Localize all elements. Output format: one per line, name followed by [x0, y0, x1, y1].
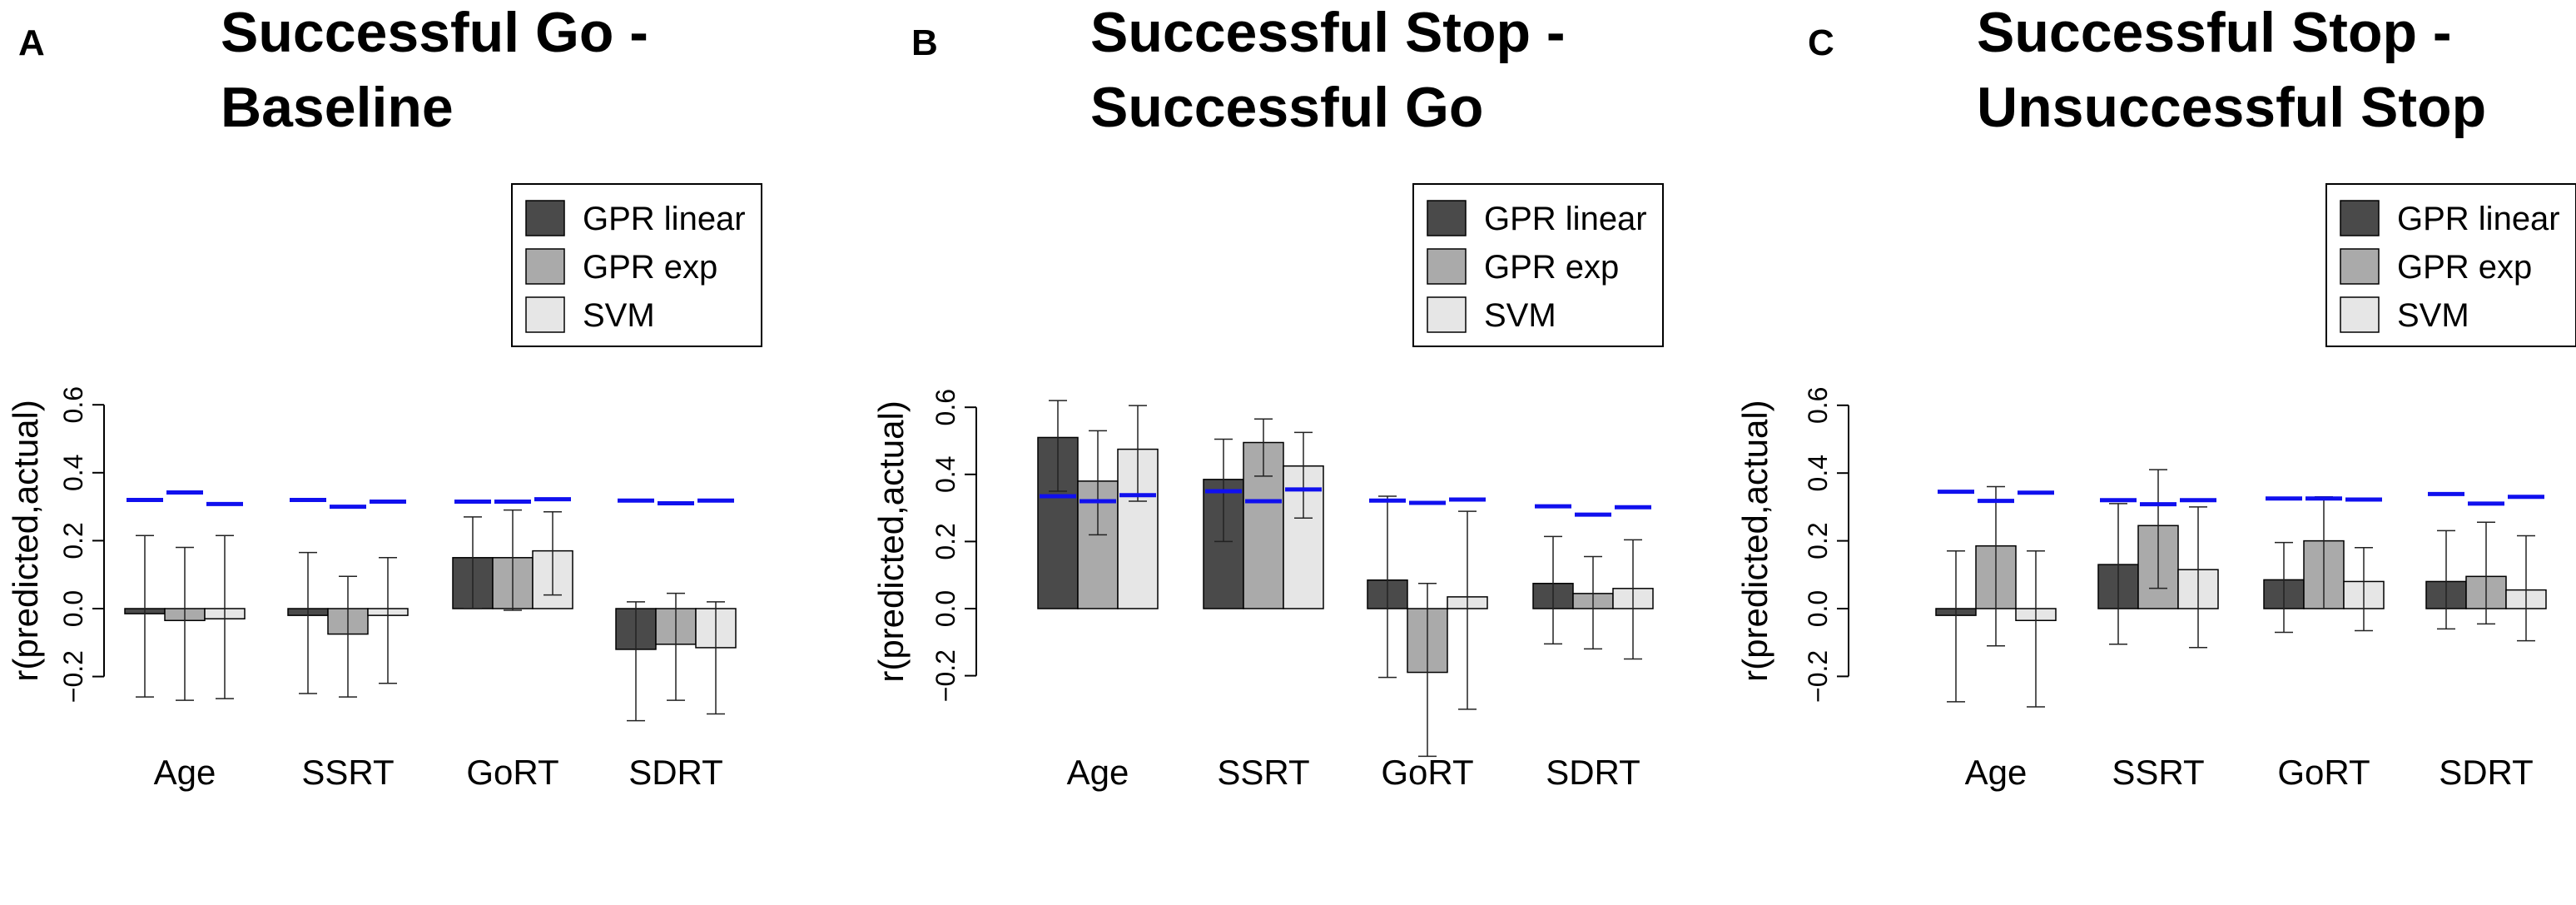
y-tick-label: −0.2	[1803, 650, 1833, 703]
legend-swatch	[2340, 248, 2380, 285]
panel-title-line: Unsuccessful Stop	[1977, 76, 2486, 139]
panel-title-line: Successful Go -	[221, 1, 648, 64]
y-tick-label: 0.6	[931, 389, 960, 425]
y-tick-label: 0.0	[1803, 590, 1833, 627]
y-tick-label: 0.2	[58, 522, 88, 559]
legend-label: GPR exp	[1484, 249, 1619, 286]
panel-C: C Successful Stop - Unsuccessful Stop −0.2 0…	[1735, 1, 2576, 792]
legend-label: GPR linear	[583, 201, 746, 237]
panel-letter: C	[1808, 22, 1834, 63]
y-tick-label: 0.2	[931, 523, 960, 559]
legend-label: GPR linear	[2397, 201, 2560, 237]
panel-title-line: Successful Go	[1090, 76, 1483, 139]
legend-label: SVM	[2397, 297, 2469, 334]
category-label: SSRT	[1217, 753, 1309, 792]
y-axis-title: r(predicted,actual)	[871, 400, 911, 682]
category-label: SDRT	[1546, 753, 1640, 792]
y-tick-label: 0.2	[1803, 522, 1833, 559]
panel-B: B Successful Stop - Successful Go −0.2 0.0 0.…	[871, 1, 1664, 792]
category-label: GoRT	[2277, 753, 2370, 792]
legend-label: SVM	[1484, 297, 1556, 334]
y-tick-label: 0.4	[931, 456, 960, 493]
legend-label: GPR exp	[583, 249, 717, 286]
legend-label: SVM	[583, 297, 655, 334]
legend-label: GPR exp	[2397, 249, 2532, 286]
panel-letter: A	[18, 22, 45, 63]
legend-swatch	[525, 248, 565, 285]
category-label: Age	[154, 753, 216, 792]
legend: GPR linear GPR exp SVM	[2325, 183, 2576, 347]
panel-title-line: Baseline	[221, 76, 454, 139]
category-label: SDRT	[628, 753, 723, 792]
category-label: GoRT	[466, 753, 558, 792]
category-label: Age	[1067, 753, 1129, 792]
y-tick-label: −0.2	[931, 649, 960, 702]
panel-title-line: Successful Stop -	[1090, 1, 1566, 64]
legend-swatch	[2340, 296, 2380, 333]
legend: GPR linear GPR exp SVM	[1412, 183, 1664, 347]
legend-swatch	[1427, 296, 1467, 333]
y-axis-title: r(predicted,actual)	[6, 400, 45, 681]
category-label: SSRT	[2112, 753, 2204, 792]
category-label: SSRT	[301, 753, 394, 792]
y-tick-label: −0.2	[58, 650, 88, 703]
y-tick-label: 0.0	[931, 590, 960, 627]
panel-letter: B	[911, 22, 938, 63]
panel-title-line: Successful Stop -	[1977, 1, 2452, 64]
y-tick-label: 0.4	[1803, 455, 1833, 491]
y-axis-title: r(predicted,actual)	[1735, 400, 1774, 681]
y-tick-label: 0.6	[58, 386, 88, 423]
category-label: SDRT	[2439, 753, 2534, 792]
legend-swatch	[525, 200, 565, 236]
category-label: GoRT	[1381, 753, 1473, 792]
y-tick-label: 0.6	[1803, 387, 1833, 424]
legend-swatch	[2340, 200, 2380, 236]
y-tick-label: 0.4	[58, 455, 88, 491]
legend: GPR linear GPR exp SVM	[511, 183, 762, 347]
legend-label: GPR linear	[1484, 201, 1647, 237]
panel-A: A Successful Go - Baseline −0.2 0.0 0.2 0.4 0.6…	[6, 1, 762, 792]
legend-swatch	[1427, 200, 1467, 236]
legend-swatch	[1427, 248, 1467, 285]
y-tick-label: 0.0	[58, 590, 88, 627]
category-label: Age	[1965, 753, 2028, 792]
legend-swatch	[525, 296, 565, 333]
